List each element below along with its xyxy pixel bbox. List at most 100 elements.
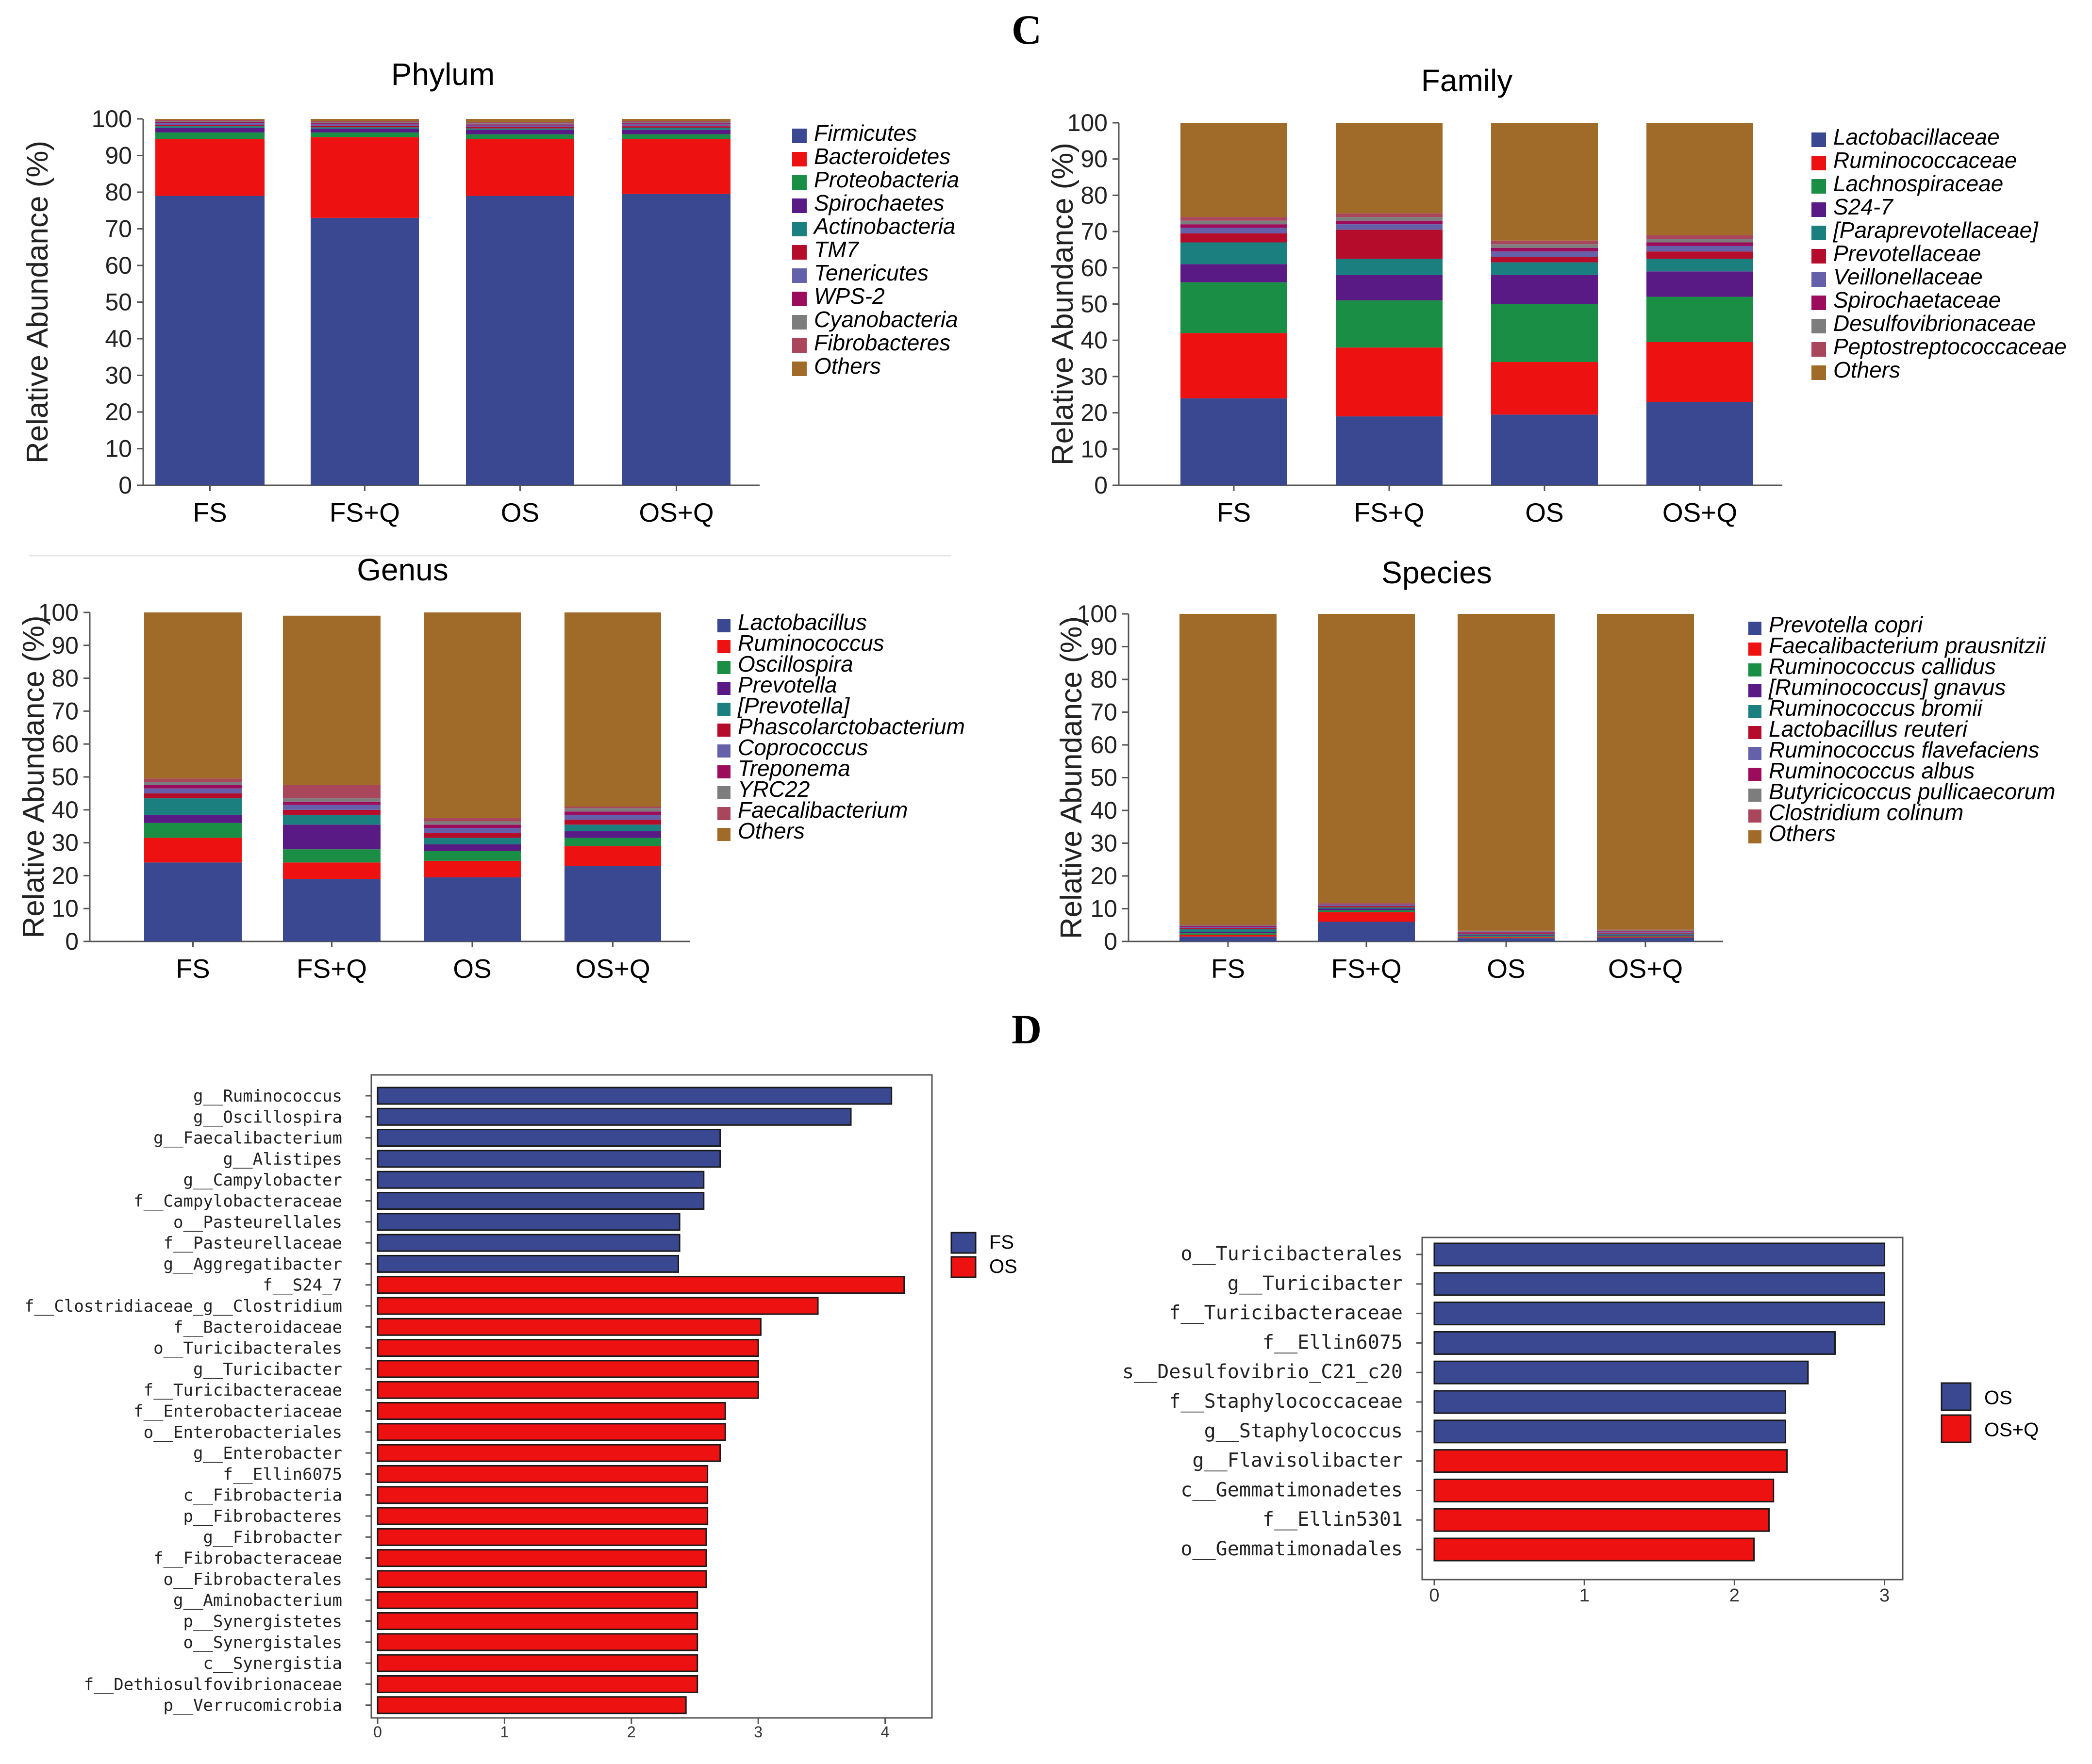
lefse-fs-os-category-label: g__Ruminococcus bbox=[193, 1087, 342, 1106]
family-bar-fsqq-segment bbox=[1336, 220, 1443, 225]
lefse-fs-os-bar bbox=[377, 1192, 705, 1210]
genus-legend-label: YRC22 bbox=[738, 776, 810, 802]
lefse-fs-os-bar bbox=[377, 1381, 759, 1399]
genus-legend-label: Coprococcus bbox=[738, 735, 868, 760]
lefse-fs-os-bar bbox=[377, 1696, 687, 1715]
family-bar-fs-segment bbox=[1180, 224, 1287, 228]
family-chart: Family Relative Abundance (%) 0 10 20 30 40 50 6… bbox=[1046, 63, 2067, 528]
species-bar-fs-segment bbox=[1179, 927, 1277, 928]
phylum-legend-swatch bbox=[792, 245, 807, 260]
genus-bar-os-segment bbox=[424, 833, 521, 838]
family-legend-label: Veillonellaceae bbox=[1833, 264, 1983, 289]
lefse-fs-os-category-label: c__Fibrobacteria bbox=[183, 1486, 342, 1505]
lefse-fs-os-bar bbox=[377, 1276, 905, 1294]
species-bar-os-segment bbox=[1458, 931, 1555, 932]
genus-legend-label: Phascolarctobacterium bbox=[738, 714, 965, 739]
family-legend-swatch bbox=[1811, 179, 1826, 194]
genus-bar-fs-segment bbox=[144, 798, 242, 815]
species-bar-fsqq-segment bbox=[1318, 908, 1415, 910]
family-ytick-label: 0 bbox=[1094, 472, 1108, 499]
genus-bar-os-segment bbox=[424, 844, 521, 851]
genus-bar-fsqq-segment bbox=[283, 615, 381, 785]
family-bar-osqq-segment bbox=[1646, 235, 1753, 239]
phylum-ytick-label: 90 bbox=[105, 142, 132, 169]
lefse-fs-os-bar bbox=[377, 1612, 698, 1630]
phylum-bar-fsqq-segment bbox=[311, 217, 419, 486]
lefse-fs-os-bar bbox=[377, 1318, 762, 1336]
species-bar-os-segment bbox=[1458, 614, 1555, 931]
phylum-bar-fsqq-segment bbox=[311, 124, 419, 126]
genus-bar-osqq-segment bbox=[565, 807, 661, 808]
genus-legend-label: Prevotella bbox=[738, 672, 837, 697]
phylum-ylabel: Relative Abundance (%) bbox=[21, 141, 54, 463]
genus-bar-fs-segment bbox=[144, 814, 242, 823]
phylum-bar-os-segment bbox=[466, 124, 574, 126]
lefse-os-osq-legend-swatch bbox=[1941, 1414, 1972, 1443]
lefse-os-osq-category-label: f__Turicibacteraceae bbox=[1169, 1302, 1403, 1324]
species-legend-swatch bbox=[1748, 684, 1761, 697]
phylum-legend-swatch bbox=[792, 292, 807, 306]
phylum-ytick-label: 100 bbox=[92, 105, 132, 132]
species-bar-os-segment bbox=[1458, 934, 1555, 936]
lefse-fs-os-bar bbox=[377, 1339, 759, 1357]
phylum-legend-swatch bbox=[792, 152, 807, 166]
genus-bar-fsqq-segment bbox=[283, 849, 381, 863]
family-bar-fsqq-segment bbox=[1336, 213, 1443, 217]
species-ylabel: Relative Abundance (%) bbox=[1055, 616, 1088, 939]
family-ylabel: Relative Abundance (%) bbox=[1046, 143, 1079, 465]
lefse-fs-os-bar bbox=[377, 1486, 709, 1504]
family-bar-osqq-segment bbox=[1646, 246, 1753, 252]
phylum-ytick-label: 60 bbox=[105, 252, 132, 279]
lefse-fs-os-category-label: f__Turicibacteraceae bbox=[144, 1381, 342, 1400]
lefse-fs-os-category-label: f__Fibrobacteraceae bbox=[153, 1549, 342, 1568]
family-bar-os-segment bbox=[1491, 414, 1598, 485]
lefse-fs-os-bar bbox=[377, 1423, 726, 1441]
lefse-fs-os-bar bbox=[377, 1549, 707, 1567]
lefse-os-osq-category-label: f__Ellin6075 bbox=[1262, 1331, 1403, 1353]
genus-bar-osqq-segment bbox=[565, 846, 661, 866]
lefse-fs-os-bar bbox=[377, 1171, 705, 1189]
phylum-bar-fsqq-segment bbox=[311, 127, 419, 129]
lefse-os-osq-chart: o__Turicibacterales g__Turicibacter f__Tur… bbox=[1122, 1236, 2039, 1606]
species-legend-label: Ruminococcus flavefaciens bbox=[1769, 737, 2039, 762]
phylum-bar-fs-segment bbox=[155, 122, 265, 124]
phylum-bar-osqq-segment bbox=[622, 128, 731, 130]
phylum-bar-osqq-segment bbox=[622, 122, 731, 124]
family-bar-fsqq-segment bbox=[1336, 416, 1443, 485]
lefse-fs-os-bar bbox=[377, 1654, 698, 1672]
species-bar-fs-segment bbox=[1179, 936, 1277, 941]
lefse-fs-os-category-label: p__Synergistetes bbox=[183, 1612, 342, 1632]
genus-ytick-label: 100 bbox=[38, 599, 79, 626]
lefse-fs-os-category-label: f__Enterobacteriaceae bbox=[133, 1402, 342, 1421]
phylum-category-label: OS+Q bbox=[639, 497, 714, 528]
family-legend-swatch bbox=[1811, 249, 1826, 264]
species-ytick-label: 60 bbox=[1090, 731, 1117, 758]
species-legend-swatch bbox=[1748, 830, 1761, 843]
phylum-bar-fsqq-segment bbox=[311, 137, 419, 218]
lefse-fs-os-xtick-label: 3 bbox=[754, 1723, 763, 1741]
family-legend-swatch bbox=[1811, 319, 1826, 333]
lefse-fs-os-category-label: f__Bacteroidaceae bbox=[173, 1318, 342, 1337]
family-category-label: OS bbox=[1525, 497, 1563, 528]
genus-legend-swatch bbox=[717, 724, 731, 737]
phylum-chart: Phylum Relative Abundance (%) 0 10 20 30 40 50 6… bbox=[21, 57, 959, 528]
lefse-fs-os-bar bbox=[377, 1528, 707, 1546]
genus-bar-fsqq-segment bbox=[283, 801, 381, 805]
phylum-ytick-label: 30 bbox=[105, 362, 132, 389]
lefse-os-osq-category-label: o__Gemmatimonadales bbox=[1180, 1538, 1403, 1560]
genus-bar-fsqq-segment bbox=[283, 798, 381, 802]
lefse-fs-os-category-label: g__Campylobacter bbox=[183, 1171, 342, 1190]
lefse-fs-os-category-label: f__Campylobacteraceae bbox=[133, 1192, 342, 1211]
species-legend-swatch bbox=[1748, 809, 1761, 823]
family-bar-fs-segment bbox=[1180, 333, 1287, 398]
species-bar-osqq-segment bbox=[1597, 934, 1694, 936]
lefse-fs-os-category-label: f__Clostridiaceae_g__Clostridium bbox=[24, 1297, 342, 1316]
lefse-os-osq-category-label: g__Turicibacter bbox=[1228, 1272, 1403, 1295]
species-bar-fsqq-segment bbox=[1318, 905, 1415, 907]
genus-legend-swatch bbox=[717, 807, 731, 820]
lefse-os-osq-category-label: o__Turicibacterales bbox=[1180, 1243, 1403, 1265]
phylum-legend-label: Actinobacteria bbox=[813, 214, 956, 239]
genus-ytick-label: 70 bbox=[51, 697, 79, 725]
lefse-fs-os-bar bbox=[377, 1465, 709, 1483]
species-bar-os-segment bbox=[1458, 937, 1555, 939]
